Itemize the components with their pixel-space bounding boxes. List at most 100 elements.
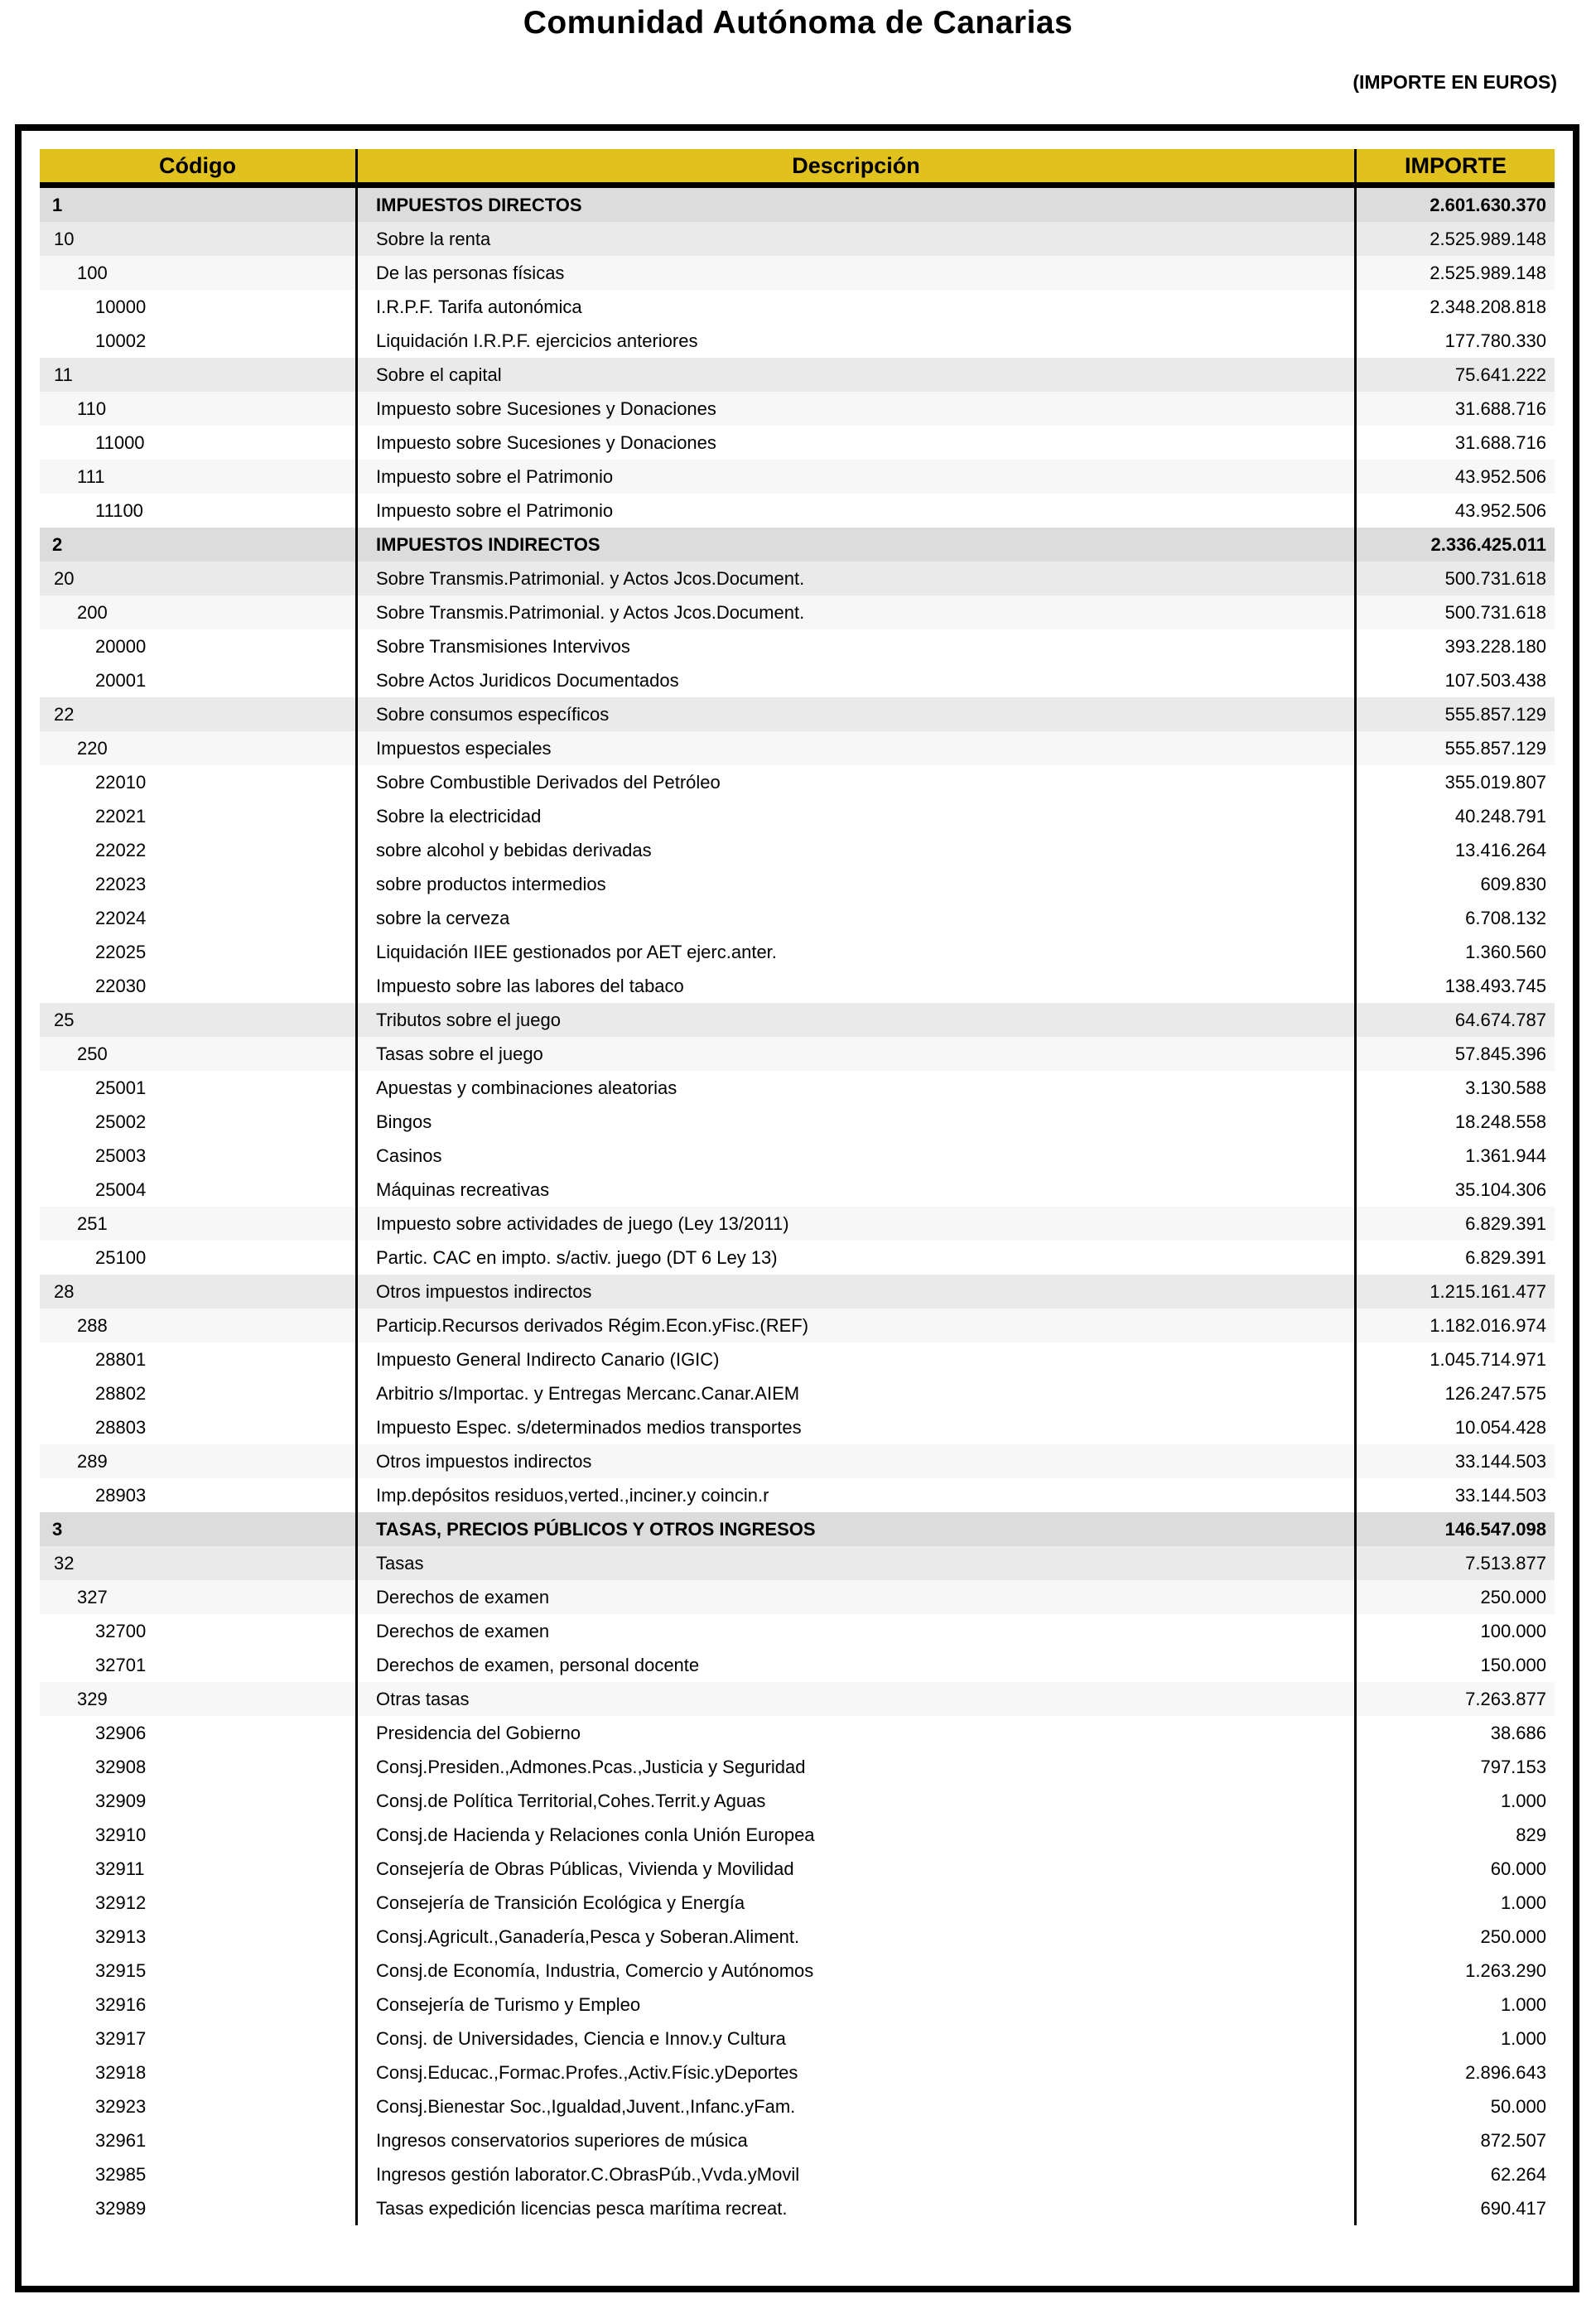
code-cell: 32909 (40, 1784, 358, 1818)
code-cell: 32923 (40, 2089, 358, 2123)
amount-cell: 43.952.506 (1454, 465, 1546, 487)
description-cell: Otros impuestos indirectos (358, 1444, 1357, 1478)
code-cell: 25 (40, 1003, 358, 1037)
amount-cell: 40.248.791 (1454, 805, 1546, 827)
code-cell: 25003 (40, 1139, 358, 1173)
description-cell: Impuesto sobre Sucesiones y Donaciones (358, 426, 1357, 460)
description-cell: Derechos de examen (358, 1614, 1357, 1648)
amount-cell: 60.000 (1490, 1858, 1546, 1879)
table-row: 10002 Liquidación I.R.P.F. ejercicios ant… (40, 324, 1555, 358)
amount-cell: 3.130.588 (1465, 1077, 1546, 1098)
description-cell: Impuesto sobre actividades de juego (Ley… (358, 1207, 1357, 1241)
amount-cell: 797.153 (1480, 1756, 1546, 1777)
amount-cell: 31.688.716 (1454, 431, 1546, 453)
description-cell: IMPUESTOS INDIRECTOS (358, 528, 1357, 561)
table-row: 28801 Impuesto General Indirecto Canario … (40, 1342, 1555, 1376)
code-cell: 11000 (40, 426, 358, 460)
description-cell: Consj.de Economía, Industria, Comercio y… (358, 1954, 1357, 1988)
table-row: 32910 Consj.de Hacienda y Relaciones conl… (40, 1818, 1555, 1852)
column-header-importe: IMPORTE (1404, 152, 1507, 178)
description-cell: De las personas físicas (358, 256, 1357, 290)
amount-cell: 1.361.944 (1465, 1145, 1546, 1166)
table-row: 20000 Sobre Transmisiones Intervivos 393.2… (40, 629, 1555, 663)
description-cell: Ingresos gestión laborator.C.ObrasPúb.,V… (358, 2157, 1357, 2191)
code-cell: 327 (40, 1580, 358, 1614)
table-row: 250 Tasas sobre el juego 57.845.396 (40, 1037, 1555, 1071)
table-row: 25004 Máquinas recreativas 35.104.306 (40, 1173, 1555, 1207)
code-cell: 32918 (40, 2056, 358, 2089)
amount-cell: 6.829.391 (1465, 1212, 1546, 1234)
description-cell: Sobre consumos específicos (358, 697, 1357, 731)
amount-cell: 126.247.575 (1444, 1382, 1546, 1404)
table-row: 10 Sobre la renta 2.525.989.148 (40, 222, 1555, 256)
code-cell: 25100 (40, 1241, 358, 1275)
description-cell: Sobre la electricidad (358, 799, 1357, 833)
description-cell: Tasas sobre el juego (358, 1037, 1357, 1071)
amount-cell: 2.336.425.011 (1430, 533, 1546, 555)
amount-cell: 177.780.330 (1444, 330, 1546, 351)
code-cell: 20000 (40, 629, 358, 663)
amount-cell: 18.248.558 (1454, 1111, 1546, 1132)
code-cell: 22030 (40, 969, 358, 1003)
description-cell: Presidencia del Gobierno (358, 1716, 1357, 1750)
table-row: 32911 Consejería de Obras Públicas, Vivie… (40, 1852, 1555, 1886)
description-cell: I.R.P.F. Tarifa autonómica (358, 290, 1357, 324)
amount-cell: 393.228.180 (1444, 635, 1546, 657)
code-cell: 329 (40, 1682, 358, 1716)
amount-cell: 64.674.787 (1454, 1009, 1546, 1030)
code-cell: 28802 (40, 1376, 358, 1410)
table-row: 22 Sobre consumos específicos 555.857.129 (40, 697, 1555, 731)
table-row: 22025 Liquidación IIEE gestionados por AE… (40, 935, 1555, 969)
code-cell: 11 (40, 358, 358, 392)
table-row: 32912 Consejería de Transición Ecológica … (40, 1886, 1555, 1920)
code-cell: 28903 (40, 1478, 358, 1512)
code-cell: 32961 (40, 2123, 358, 2157)
amount-cell: 100.000 (1480, 1620, 1546, 1641)
table-grid: Código Descripción IMPORTE 1 IMPUESTOS DI… (40, 149, 1555, 2225)
description-cell: Sobre Combustible Derivados del Petróleo (358, 765, 1357, 799)
code-cell: 22021 (40, 799, 358, 833)
amount-cell: 355.019.807 (1444, 771, 1546, 793)
table-row: 32916 Consejería de Turismo y Empleo 1.000 (40, 1988, 1555, 2022)
amount-cell: 138.493.745 (1444, 975, 1546, 996)
table-row: 11000 Impuesto sobre Sucesiones y Donacio… (40, 426, 1555, 460)
table-row: 32 Tasas 7.513.877 (40, 1546, 1555, 1580)
description-cell: Arbitrio s/Importac. y Entregas Mercanc.… (358, 1376, 1357, 1410)
description-cell: Consj. de Universidades, Ciencia e Innov… (358, 2022, 1357, 2056)
description-cell: Tributos sobre el juego (358, 1003, 1357, 1037)
code-cell: 32701 (40, 1648, 358, 1682)
amount-cell: 250.000 (1480, 1925, 1546, 1947)
description-cell: Consejería de Turismo y Empleo (358, 1988, 1357, 2022)
table-row: 22023 sobre productos intermedios 609.830 (40, 867, 1555, 901)
code-cell: 200 (40, 595, 358, 629)
description-cell: Particip.Recursos derivados Régim.Econ.y… (358, 1309, 1357, 1342)
table-row: 20 Sobre Transmis.Patrimonial. y Actos Jc… (40, 561, 1555, 595)
table-row: 22021 Sobre la electricidad 40.248.791 (40, 799, 1555, 833)
amount-cell: 1.000 (1500, 1892, 1546, 1913)
table-row: 20001 Sobre Actos Juridicos Documentados 1… (40, 663, 1555, 697)
code-cell: 22 (40, 697, 358, 731)
table-row: 200 Sobre Transmis.Patrimonial. y Actos J… (40, 595, 1555, 629)
table-row: 327 Derechos de examen 250.000 (40, 1580, 1555, 1614)
code-cell: 20 (40, 561, 358, 595)
code-cell: 25001 (40, 1071, 358, 1105)
amount-cell: 1.000 (1500, 1790, 1546, 1811)
description-cell: Impuesto sobre Sucesiones y Donaciones (358, 392, 1357, 426)
amount-cell: 500.731.618 (1444, 567, 1546, 589)
amount-cell: 1.360.560 (1465, 941, 1546, 962)
code-cell: 32989 (40, 2191, 358, 2225)
amount-cell: 146.547.098 (1444, 1518, 1546, 1540)
table-row: 28802 Arbitrio s/Importac. y Entregas Mer… (40, 1376, 1555, 1410)
description-cell: Impuesto sobre el Patrimonio (358, 460, 1357, 494)
description-cell: Impuesto Espec. s/determinados medios tr… (358, 1410, 1357, 1444)
table-row: 329 Otras tasas 7.263.877 (40, 1682, 1555, 1716)
amount-cell: 555.857.129 (1444, 737, 1546, 759)
amount-cell: 500.731.618 (1444, 601, 1546, 623)
description-cell: Bingos (358, 1105, 1357, 1139)
amount-cell: 35.104.306 (1454, 1178, 1546, 1200)
amount-cell: 1.215.161.477 (1430, 1280, 1546, 1302)
description-cell: sobre productos intermedios (358, 867, 1357, 901)
amount-cell: 150.000 (1480, 1654, 1546, 1675)
code-cell: 288 (40, 1309, 358, 1342)
